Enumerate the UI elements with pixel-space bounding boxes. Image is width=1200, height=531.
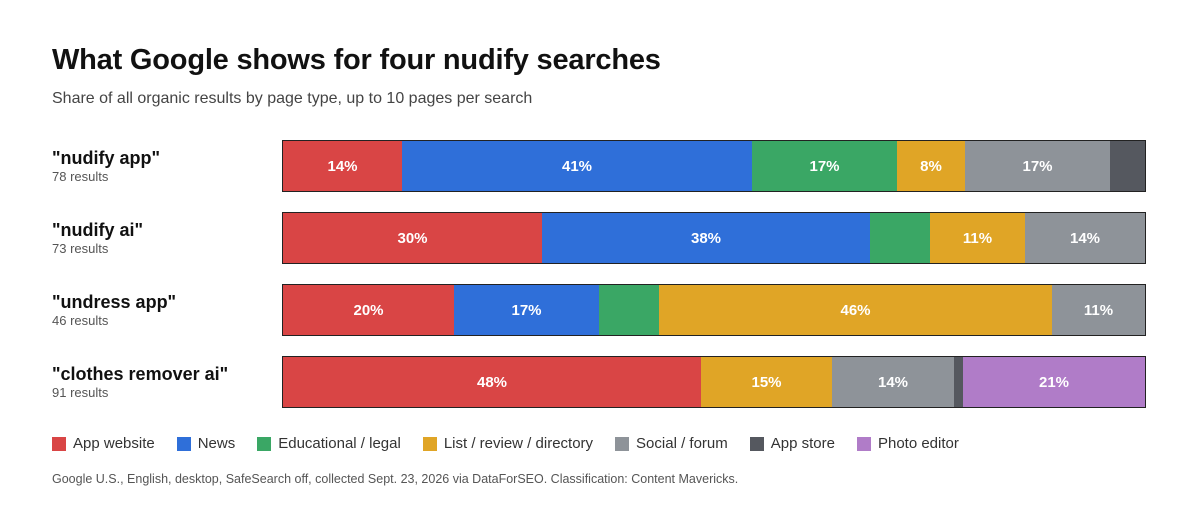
legend-swatch (422, 436, 437, 451)
chart-footnote: Google U.S., English, desktop, SafeSearc… (52, 472, 739, 486)
segment-value-label: 41% (561, 157, 593, 175)
segment-value-label: 17% (809, 157, 840, 175)
legend-item: App store (749, 435, 835, 452)
bar-segment: 17% (965, 141, 1110, 191)
bar-segment: 11% (1052, 285, 1145, 335)
row-result-count: 91 results (52, 385, 109, 400)
bar-segment: 46% (659, 285, 1052, 335)
legend-swatch (52, 436, 66, 451)
bar-segment: 15% (701, 357, 832, 407)
segment-value-label: 38% (690, 229, 722, 247)
legend-label: News (197, 435, 236, 452)
bar-segment: 11% (930, 213, 1025, 263)
row-result-count: 78 results (52, 169, 109, 184)
legend-item: List / review / directory (422, 435, 594, 452)
segment-value-label: 11% (1083, 301, 1114, 319)
legend-swatch (749, 436, 764, 451)
bar-segment: 30% (283, 213, 542, 263)
legend-item: Educational / legal (257, 435, 401, 452)
segment-value-label: 14% (327, 157, 358, 175)
row-query-name: "clothes remover ai" (52, 364, 229, 384)
bar-segment (1110, 141, 1145, 191)
legend-swatch (856, 436, 871, 451)
stacked-bar: 30% 38% 11% 14% (282, 212, 1146, 264)
chart-subtitle: Share of all organic results by page typ… (52, 90, 533, 107)
row-query-name: "nudify app" (52, 148, 161, 168)
segment-value-label: 8% (920, 157, 942, 175)
segment-value-label: 17% (1022, 157, 1053, 175)
bar-segment: 17% (454, 285, 599, 335)
bar-segment: 21% (963, 357, 1145, 407)
bar-segment (599, 285, 659, 335)
bar-segment: 20% (283, 285, 454, 335)
segment-value-label: 11% (962, 229, 993, 247)
bar-segment: 8% (897, 141, 965, 191)
row-label: "nudify ai" 73 results (52, 220, 277, 257)
legend-label: App store (770, 435, 835, 452)
stacked-bar: 20% 17% 46% 11% (282, 284, 1146, 336)
segment-value-label: 15% (751, 373, 782, 391)
legend-swatch (615, 436, 630, 451)
segment-value-label: 48% (476, 373, 508, 391)
segment-value-label: 21% (1038, 373, 1070, 391)
legend-item: App website (52, 435, 155, 452)
bar-segment: 14% (1025, 213, 1145, 263)
row-label: "nudify app" 78 results (52, 148, 277, 185)
row-label: "clothes remover ai" 91 results (52, 364, 277, 401)
segment-value-label: 46% (840, 301, 871, 319)
legend-label: Photo editor (877, 435, 959, 452)
legend-swatch (257, 436, 272, 451)
bar-segment: 14% (832, 357, 954, 407)
legend-label: Social / forum (636, 435, 728, 452)
row-result-count: 46 results (52, 313, 109, 328)
bar-segment (954, 357, 963, 407)
bar-segment: 38% (542, 213, 870, 263)
row-label: "undress app" 46 results (52, 292, 277, 329)
chart-legend: App website News Educational / legal List /… (52, 435, 981, 452)
legend-swatch (176, 436, 191, 451)
segment-value-label: 17% (511, 301, 542, 319)
row-query-name: "nudify ai" (52, 220, 144, 240)
legend-item: News (176, 435, 236, 452)
bar-segment: 17% (752, 141, 897, 191)
segment-value-label: 14% (1069, 229, 1101, 247)
bar-segment: 48% (283, 357, 701, 407)
stacked-bar: 48% 15% 14% 21% (282, 356, 1146, 408)
legend-label: Educational / legal (278, 435, 401, 452)
legend-label: App website (73, 435, 155, 452)
segment-value-label: 14% (877, 373, 909, 391)
chart-title: What Google shows for four nudify search… (52, 44, 661, 76)
bar-segment: 41% (402, 141, 752, 191)
legend-item: Photo editor (856, 435, 959, 452)
row-query-name: "undress app" (52, 292, 177, 312)
bar-segment: 14% (283, 141, 402, 191)
legend-label: List / review / directory (443, 435, 594, 452)
segment-value-label: 30% (397, 229, 428, 247)
stacked-bar: 14% 41% 17% 8% 17% (282, 140, 1146, 192)
segment-value-label: 20% (353, 301, 384, 319)
legend-item: Social / forum (615, 435, 728, 452)
bar-segment (870, 213, 930, 263)
row-result-count: 73 results (52, 241, 109, 256)
